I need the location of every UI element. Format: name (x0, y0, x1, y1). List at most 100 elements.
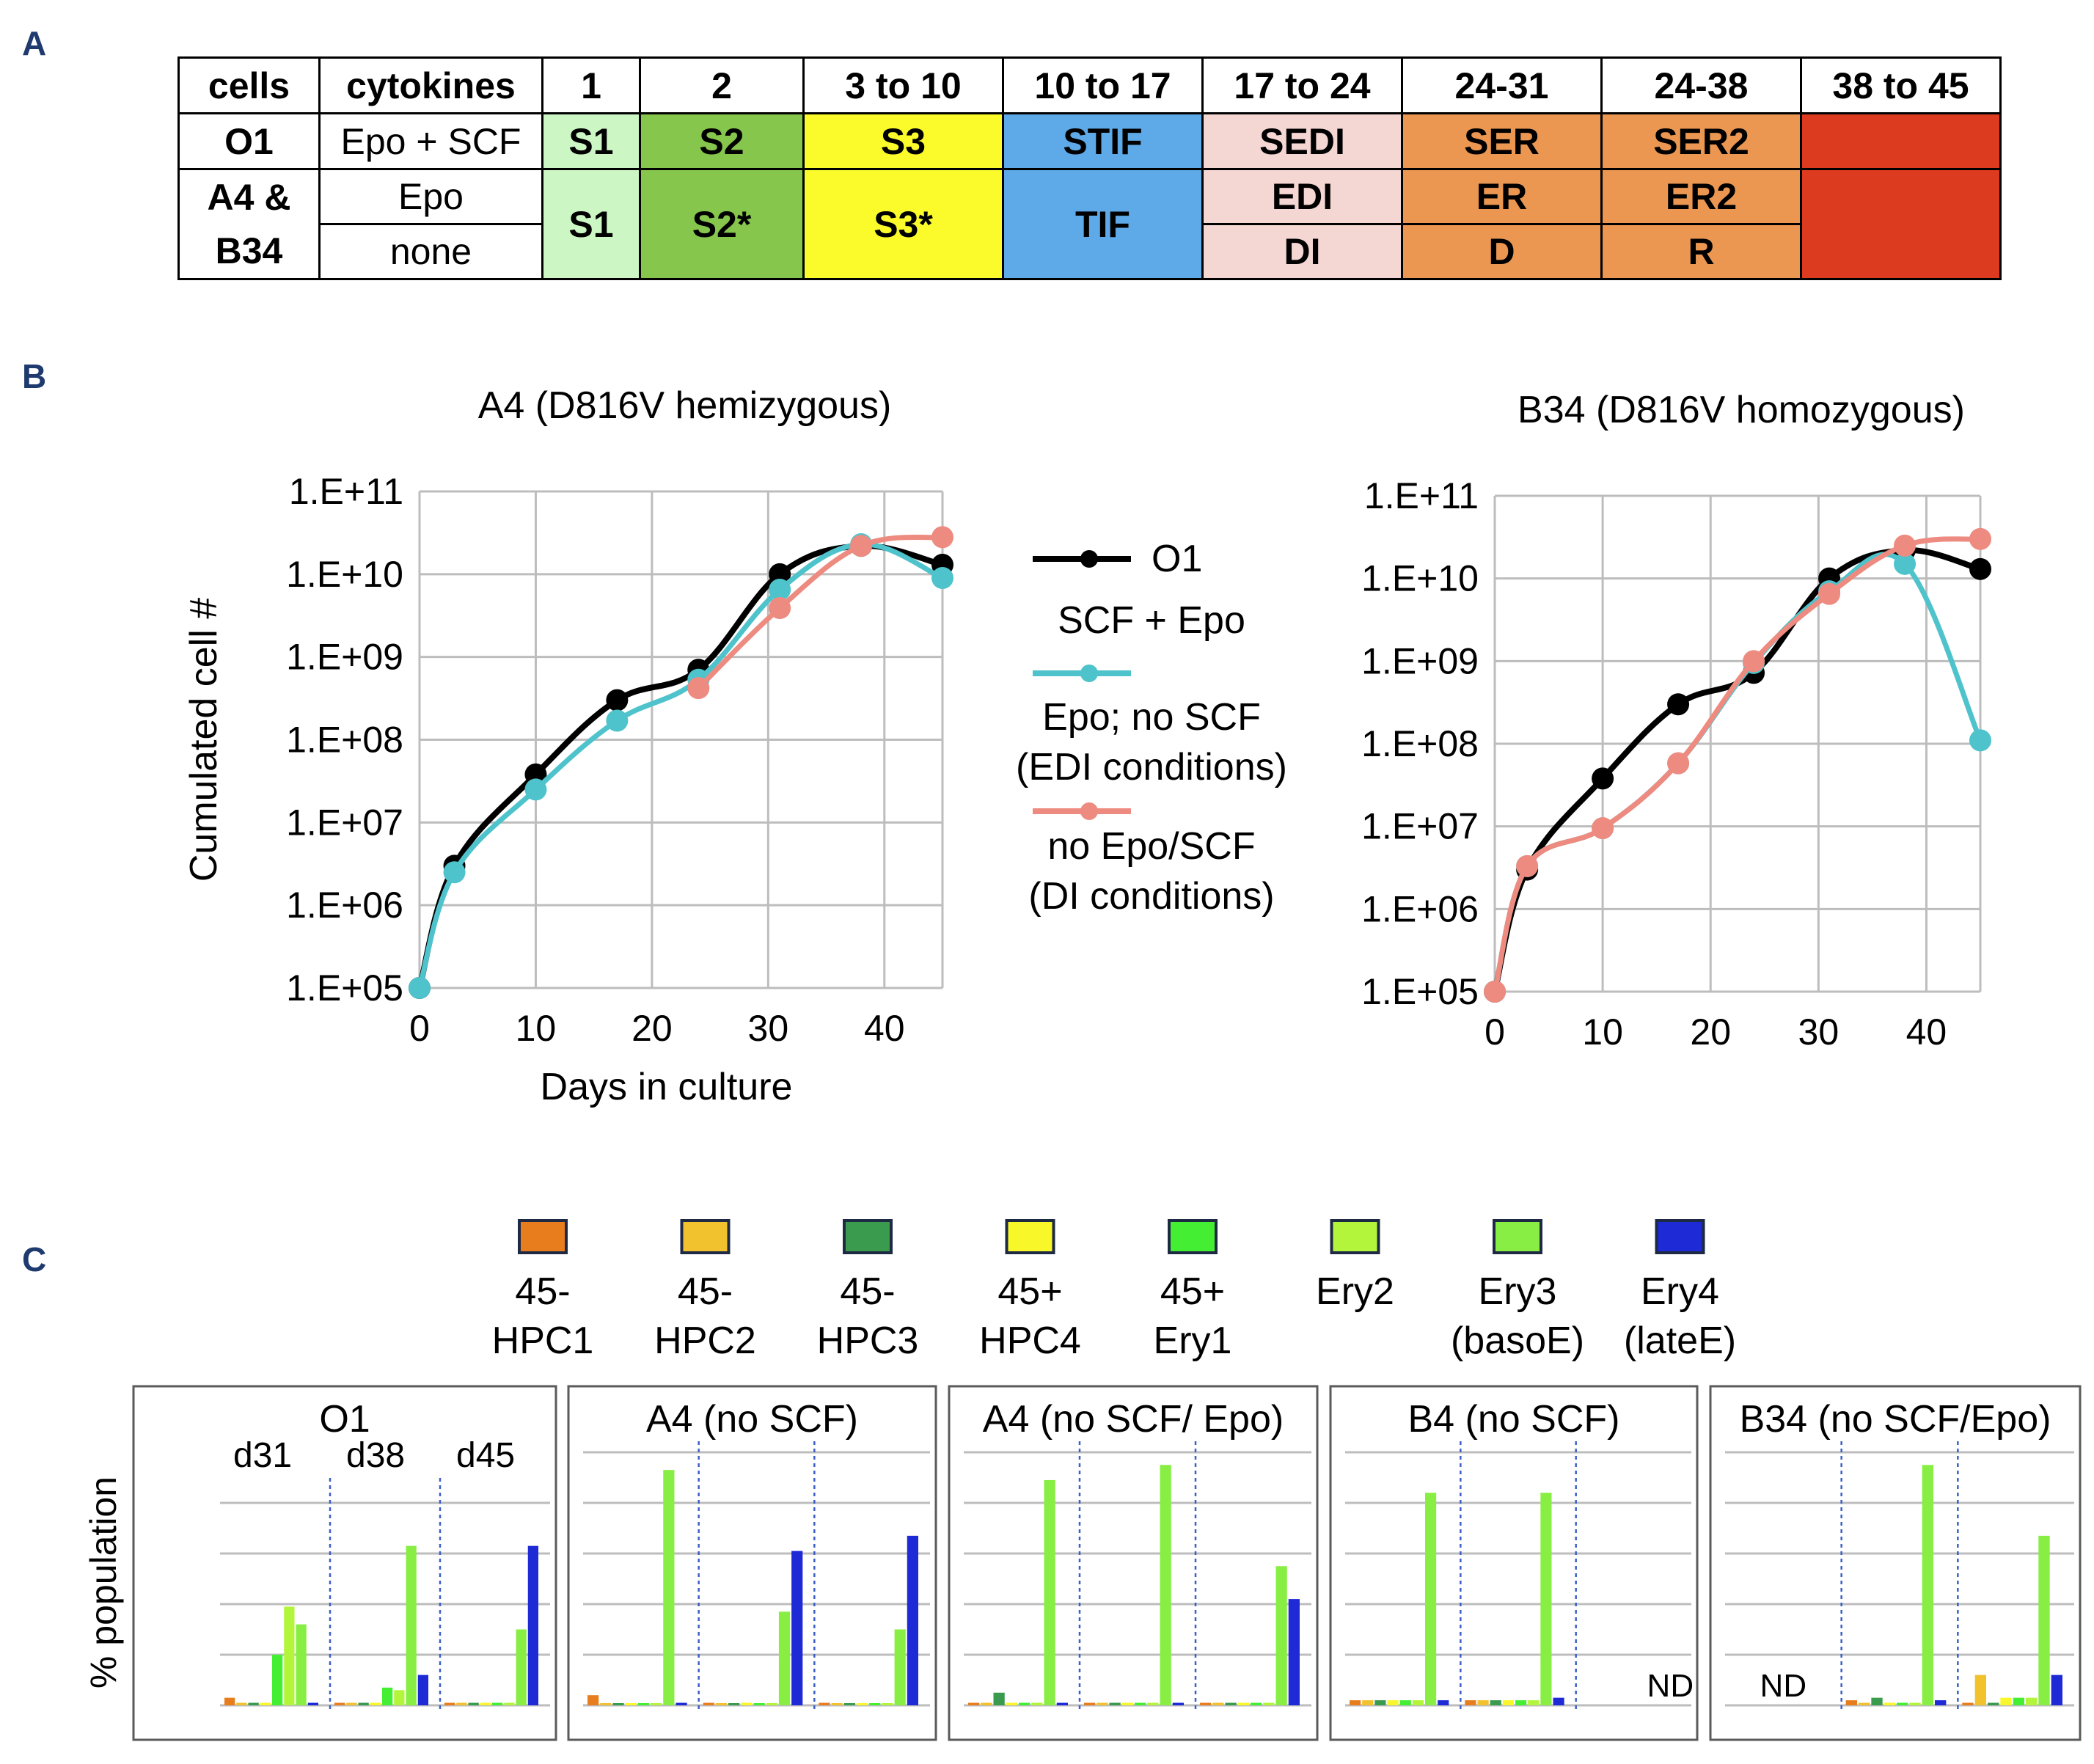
stage-di: DI (1201, 223, 1403, 280)
x-tick-label: 10 (516, 1008, 557, 1049)
series-line-2 (1492, 536, 1981, 992)
x-tick-label: 40 (1906, 1011, 1947, 1053)
data-point-2 (1667, 752, 1690, 775)
bar (468, 1702, 479, 1705)
data-point-1 (931, 566, 953, 589)
data-point-1 (1894, 552, 1917, 575)
legend-swatch-7 (1655, 1219, 1705, 1254)
table-row-mut-none: B34 none DI D R (177, 223, 2001, 280)
bar (1909, 1702, 1921, 1705)
cytokine-epo-scf: Epo + SCF (318, 112, 543, 170)
bar (819, 1702, 830, 1705)
bar (1465, 1700, 1476, 1705)
bar (715, 1703, 728, 1705)
bar (1084, 1702, 1096, 1705)
bar (236, 1702, 247, 1705)
cell-a4: A4 & (177, 168, 321, 224)
data-point-0 (524, 763, 547, 786)
subplot-frame (1709, 1385, 2082, 1741)
bar (843, 1703, 855, 1705)
bar (406, 1545, 417, 1705)
data-point-2 (1743, 650, 1765, 673)
bar (1935, 1700, 1947, 1705)
legend-label-line1: 45- (515, 1270, 570, 1313)
bar (1859, 1702, 1870, 1705)
bar (1540, 1493, 1552, 1705)
bar (1225, 1702, 1237, 1705)
y-tick-label: 1.E+06 (1361, 888, 1479, 929)
subplot-title: A4 (no SCF) (646, 1398, 858, 1441)
cell-b34: B34 (177, 224, 321, 280)
y-axis-label: % population (83, 1476, 124, 1688)
y-tick-label: 1.E+05 (286, 967, 403, 1009)
x-tick-label: 30 (1798, 1011, 1839, 1053)
stage-s1-mut: S1 (541, 168, 641, 280)
not-determined-label: ND (1760, 1668, 1807, 1704)
bar (1387, 1700, 1399, 1705)
x-tick-label: 40 (864, 1008, 905, 1049)
bar (703, 1702, 714, 1705)
legend-di-line1: no Epo/SCF (1047, 825, 1256, 868)
legend-label-line2: HPC4 (979, 1320, 1081, 1362)
legend-label-line1: Ery2 (1316, 1270, 1394, 1313)
x-tick-label: 30 (748, 1008, 789, 1049)
legend-label-line2: HPC3 (817, 1320, 919, 1362)
bar (869, 1703, 881, 1705)
panel-label-a: A (22, 24, 47, 62)
data-point-2 (1969, 527, 1991, 550)
series-line-2 (696, 534, 943, 690)
bar (2038, 1535, 2050, 1705)
data-point-2 (687, 677, 710, 700)
stage-s2-star: S2* (639, 168, 805, 280)
legend-swatch-4 (1168, 1219, 1218, 1254)
bar (1425, 1493, 1437, 1705)
legend-label-line2: Ery1 (1154, 1320, 1232, 1362)
time-label: d38 (346, 1436, 405, 1475)
bar (1147, 1702, 1159, 1705)
bar (480, 1702, 491, 1705)
bar (1988, 1702, 1999, 1705)
bar (1109, 1702, 1121, 1705)
bar (516, 1629, 527, 1705)
header-cells: cells (177, 56, 321, 114)
bar (334, 1702, 345, 1705)
panel-label-c: C (22, 1240, 47, 1278)
header-day-38-45: 38 to 45 (1800, 56, 2002, 114)
y-tick-label: 1.E+05 (1361, 971, 1479, 1012)
cytokine-none: none (318, 223, 543, 280)
bar (1019, 1702, 1030, 1705)
bar (272, 1655, 283, 1705)
bar (651, 1703, 662, 1705)
bar (1172, 1702, 1184, 1705)
legend-di-marker (1080, 802, 1098, 820)
subplot-title: B34 (no SCF/Epo) (1740, 1398, 2051, 1441)
time-label: d31 (233, 1436, 292, 1475)
bar (284, 1606, 295, 1705)
legend-label-line1: 45+ (1160, 1270, 1225, 1313)
bar (2026, 1697, 2038, 1705)
bar (417, 1675, 428, 1705)
panel-c-charts: 45- HPC1 45- HPC2 45- HPC3 45+ HPC4 45+ Ery1 Ery2 E… (83, 1219, 2082, 1741)
bar (527, 1545, 538, 1705)
series-line-1 (417, 541, 944, 989)
bar (224, 1697, 235, 1705)
bar (831, 1703, 843, 1705)
chart-title: B34 (D816V homozygous) (1518, 389, 1965, 431)
header-day-10-17: 10 to 17 (1002, 56, 1204, 114)
data-point-1 (409, 977, 431, 999)
bar (382, 1687, 393, 1705)
bar (600, 1703, 612, 1705)
data-point-1 (524, 778, 547, 801)
stage-er2: ER2 (1600, 168, 1802, 225)
header-cytokines: cytokines (318, 56, 543, 114)
legend-label-line2: (lateE) (1624, 1320, 1736, 1362)
y-tick-label: 1.E+08 (286, 720, 403, 761)
bar (663, 1470, 675, 1705)
panel-b-legend-markers (1033, 550, 1131, 820)
bar-subplot-1: A4 (no SCF) (567, 1385, 937, 1741)
subplot-frame (948, 1385, 1319, 1741)
legend-label-line2: HPC2 (654, 1320, 756, 1362)
stage-s3-star: S3* (802, 168, 1004, 280)
bar (370, 1702, 381, 1705)
legend-epo-line1: Epo; no SCF (1042, 696, 1261, 739)
